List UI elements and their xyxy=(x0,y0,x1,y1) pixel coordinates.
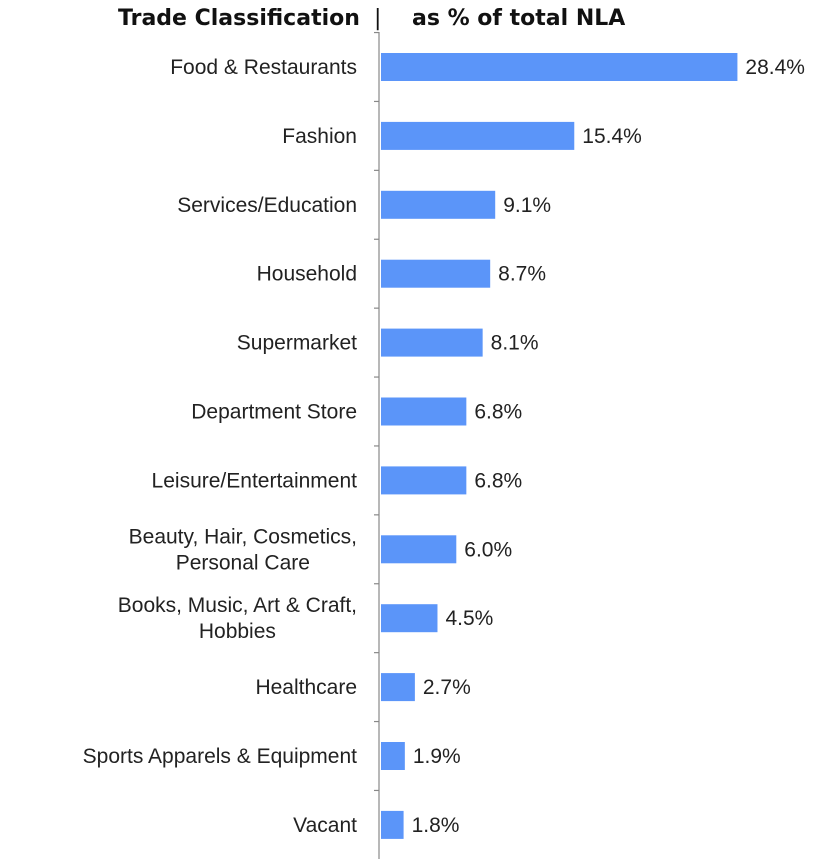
header-percent-of-nla: as % of total NLA xyxy=(412,6,626,31)
data-label: 6.8% xyxy=(474,469,522,492)
bar-0 xyxy=(381,53,738,81)
data-label: 1.8% xyxy=(412,814,460,837)
labels-layer: 28.4% Food & Restaurants 15.4% Fashion 9.1% S… xyxy=(83,56,805,837)
data-label: 4.5% xyxy=(445,607,493,630)
bar-2 xyxy=(381,190,496,219)
category-label: Fashion xyxy=(282,125,357,148)
data-label: 1.9% xyxy=(413,745,461,768)
bar-9 xyxy=(381,673,415,702)
data-label: 15.4% xyxy=(582,125,642,148)
bars-layer xyxy=(381,53,738,839)
category-label: Food & Restaurants xyxy=(170,56,357,79)
data-label: 8.7% xyxy=(498,263,546,286)
data-label: 2.7% xyxy=(423,676,471,699)
data-label: 28.4% xyxy=(745,56,805,79)
category-label: Sports Apparels & Equipment xyxy=(83,745,357,768)
bar-1 xyxy=(381,121,575,150)
bar-4 xyxy=(381,328,483,357)
data-label: 6.0% xyxy=(464,538,512,561)
category-label: Personal Care xyxy=(176,551,310,574)
data-label: 9.1% xyxy=(503,194,551,217)
category-label: Books, Music, Art & Craft, xyxy=(118,594,357,617)
bar-10 xyxy=(381,742,405,770)
category-label: Healthcare xyxy=(255,676,357,699)
category-label: Leisure/Entertainment xyxy=(152,469,358,492)
bar-11 xyxy=(381,810,404,839)
data-label: 8.1% xyxy=(491,332,539,355)
bar-8 xyxy=(381,604,438,633)
axis-layer xyxy=(374,31,380,859)
category-label: Beauty, Hair, Cosmetics, xyxy=(129,525,357,548)
bar-7 xyxy=(381,535,457,564)
category-label: Vacant xyxy=(293,814,357,837)
header-separator: | xyxy=(374,6,382,31)
data-label: 6.8% xyxy=(474,401,522,424)
category-label: Supermarket xyxy=(237,332,357,355)
bar-6 xyxy=(381,466,467,495)
category-label: Hobbies xyxy=(199,620,276,643)
category-label: Services/Education xyxy=(177,194,357,217)
category-label: Household xyxy=(257,263,357,286)
category-label: Department Store xyxy=(191,401,357,424)
bar-5 xyxy=(381,397,467,426)
header-trade-classification: Trade Classification xyxy=(118,6,360,31)
bar-3 xyxy=(381,259,491,288)
